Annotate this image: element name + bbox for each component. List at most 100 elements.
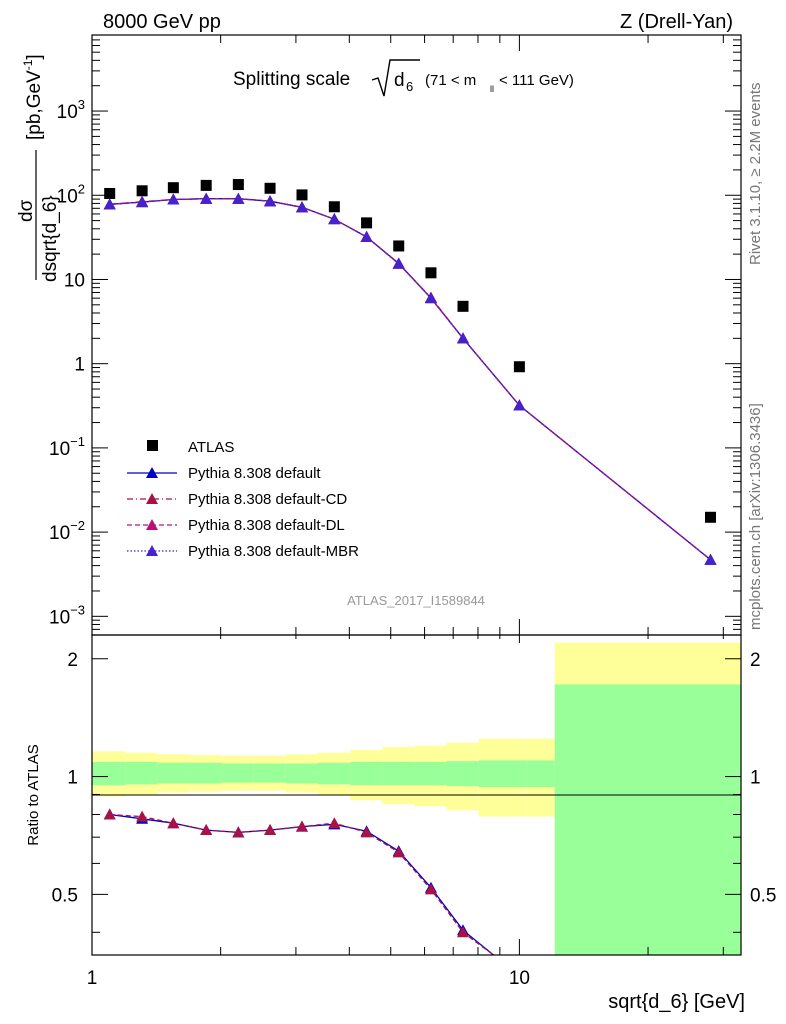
ratio-ytick-label-right: 2 <box>750 650 761 671</box>
ratio-band-green <box>92 761 126 786</box>
legend-cd-label: Pythia 8.308 default-CD <box>188 491 347 508</box>
ratio-marker-1 <box>360 826 373 838</box>
mcplots-label: mcplots.cern.ch [arXiv:1306.3436] <box>747 403 764 630</box>
atlas-data-point <box>167 182 179 194</box>
mc-marker-4 <box>424 292 437 304</box>
ratio-marker-1 <box>167 817 180 829</box>
ratio-band-green <box>125 761 158 785</box>
main-ytick-exp: 2 <box>78 181 85 196</box>
header-left: 8000 GeV pp <box>103 11 221 33</box>
atlas-data-point <box>264 182 276 194</box>
mc-marker-4 <box>392 257 405 269</box>
ylabel-units-exp: -1 <box>21 59 35 70</box>
ratio-marker-1 <box>103 808 116 820</box>
ratio-ytick-label-right: 1 <box>750 768 761 789</box>
legend-dl-marker <box>146 519 158 530</box>
ylabel-units-close: ] <box>24 54 45 59</box>
ratio-marker-1 <box>424 883 437 895</box>
ratio-band-green <box>382 761 415 786</box>
ratio-marker-1 <box>232 826 245 838</box>
main-ytick-exp: 3 <box>78 97 85 112</box>
atlas-data-point <box>232 179 244 191</box>
rivet-label: Rivet 3.1.10, ≥ 2.2M events <box>747 83 764 266</box>
atlas-data-point <box>136 185 148 197</box>
legend-atlas-label: ATLAS <box>188 439 234 456</box>
main-ytick-base: 10 <box>49 523 70 544</box>
legend-mbr-label: Pythia 8.308 default-MBR <box>188 543 359 560</box>
mc-marker-4 <box>232 192 245 204</box>
mc-line-4 <box>109 198 711 561</box>
main-series <box>103 179 717 565</box>
main-ytick-label: 10−3 <box>49 602 85 628</box>
ratio-line-1 <box>109 813 494 956</box>
legend-cd-marker <box>146 493 158 504</box>
legend-mbr-marker <box>146 545 158 556</box>
mc-marker-4 <box>328 213 341 225</box>
ratio-xtick-label: 10 <box>509 968 530 989</box>
atlas-data-point <box>296 189 308 201</box>
ratio-band-green <box>478 760 527 788</box>
ratio-band-green <box>554 684 741 955</box>
mc-marker-4 <box>360 230 373 242</box>
mc-marker-4 <box>704 553 717 565</box>
mc-marker-4 <box>513 399 526 411</box>
main-ylabel: dσ dsqrt{d_6} [pb,GeV-1] <box>16 54 61 282</box>
title-symbol: d <box>394 70 405 91</box>
atlas-data-point <box>513 361 525 373</box>
legend-default-marker <box>146 467 158 478</box>
ratio-marker-1 <box>264 824 277 836</box>
ratio-band-green <box>157 762 190 784</box>
ratio-marker-1 <box>136 810 149 822</box>
main-ytick-base: 10 <box>57 186 78 207</box>
ratio-ylabel: Ratio to ATLAS <box>25 744 42 845</box>
main-ytick-base: 10 <box>49 439 70 460</box>
ratio-marker-1 <box>456 926 469 938</box>
ratio-band-green <box>285 763 319 784</box>
mc-marker-4 <box>456 332 469 344</box>
mc-marker-4 <box>264 195 277 207</box>
title-cut-sub: ll <box>490 84 494 94</box>
ratio-uncertainty-bands <box>92 642 741 955</box>
atlas-data-point <box>104 187 116 199</box>
main-ytick-label: 102 <box>57 181 85 207</box>
ratio-band-green <box>318 762 351 785</box>
main-ytick-label: 10−2 <box>49 518 85 544</box>
ratio-marker-1 <box>296 820 309 832</box>
ratio-ytick-label-left: 2 <box>67 650 78 671</box>
ratio-band-green <box>350 761 383 786</box>
ratio-marker-1 <box>328 817 341 829</box>
header-right: Z (Drell-Yan) <box>620 11 733 33</box>
main-ytick-label: 103 <box>57 97 85 123</box>
legend-atlas-marker <box>147 440 158 451</box>
mc-marker-4 <box>296 201 309 213</box>
ratio-marker-1 <box>392 846 405 858</box>
title-cut-open: (71 < m <box>425 72 476 89</box>
atlas-data-point <box>457 300 469 312</box>
main-ytick-base: 10 <box>57 102 78 123</box>
legend: ATLAS Pythia 8.308 default Pythia 8.308 … <box>127 439 359 560</box>
ratio-band-green <box>221 763 254 783</box>
ratio-panel: 1 10 0.5 0.5 1 1 2 2 Ratio to ATLAS sqrt{d_6} [… <box>25 634 776 1013</box>
ratio-band-green <box>526 760 555 788</box>
ratio-xtick-label: 1 <box>87 968 98 989</box>
atlas-data-point <box>361 217 373 229</box>
main-ytick-exp: −3 <box>70 602 85 617</box>
ratio-line-0 <box>109 813 494 956</box>
main-ytick-label: 10−1 <box>49 434 85 460</box>
ylabel-units: [pb,GeV-1] <box>21 54 45 140</box>
mc-marker-4 <box>103 198 116 210</box>
ratio-ytick-label-right: 0.5 <box>750 885 776 906</box>
atlas-data-point <box>328 201 340 213</box>
mc-marker-4 <box>200 192 213 204</box>
title-cut-close: < 111 GeV) <box>499 72 574 89</box>
ylabel-denominator: dsqrt{d_6} <box>40 195 61 282</box>
sqrt-sign-icon <box>371 59 420 97</box>
ratio-band-green <box>253 763 286 783</box>
atlas-data-point <box>393 240 405 252</box>
ratio-frame <box>91 634 742 956</box>
atlas-data-point <box>425 267 437 279</box>
main-ytick-exp: −1 <box>70 434 85 449</box>
